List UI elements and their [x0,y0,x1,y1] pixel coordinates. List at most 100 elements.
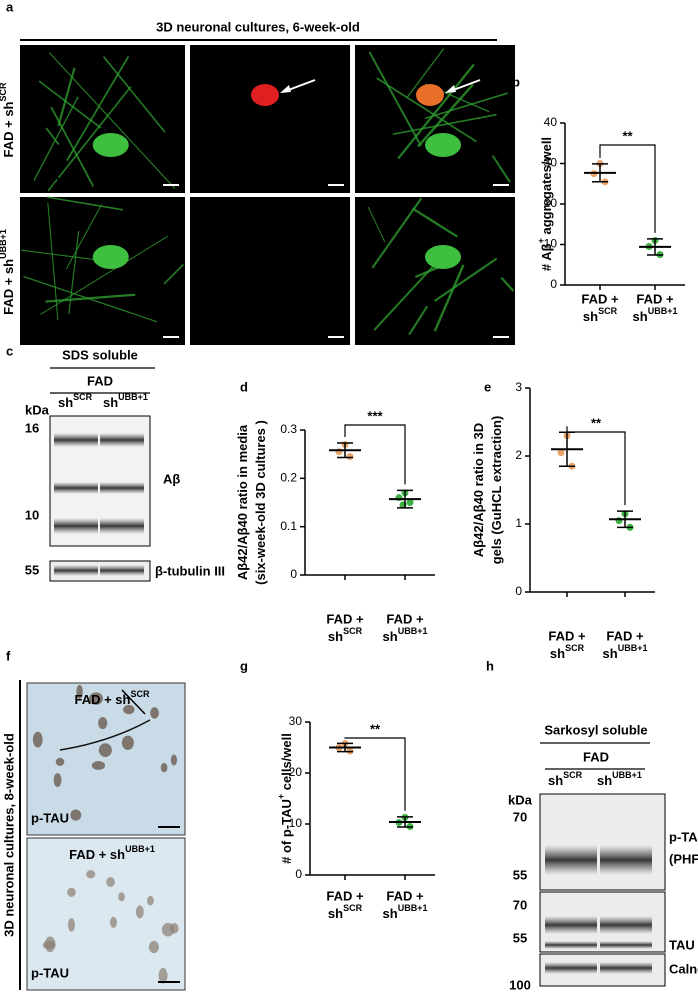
neurite [65,204,102,270]
label-main: sh [328,629,343,644]
cell [118,892,125,902]
soma [425,245,461,269]
micrograph [20,45,185,193]
category-label: shUBB+1 [383,626,428,644]
arrow-head [445,85,456,93]
significance-bracket [344,424,406,485]
label-sup: SCR [563,770,583,780]
label-part: aggregates/well [539,137,554,238]
cell [106,877,115,887]
y-tick-label: 20 [544,196,558,210]
neurite [376,77,477,143]
panel-letter: a [6,0,14,14]
category-label: FAD + [326,888,364,903]
label-part: Aβ42/Aβ40 ratio in media [235,424,250,580]
axis-label: # Aβ+ aggregates/well [536,137,554,271]
band-label: p-TAU [669,829,698,844]
data-point [557,449,565,457]
cell [169,922,179,934]
significance: ** [370,721,381,736]
label-main: FAD + sh [69,847,125,862]
marker: 55 [25,562,39,577]
micrograph [355,197,515,345]
error-bar [592,163,608,183]
y-tick-label: 0 [290,567,297,581]
band [545,962,597,974]
marker: 16 [25,420,39,435]
category-label: FAD + [326,611,364,626]
band [545,941,597,949]
error-bar [337,442,353,459]
category-label: shUBB+1 [633,306,678,324]
significance: ** [591,415,602,430]
marker: 70 [513,897,527,912]
cell [170,754,178,766]
cell [89,692,103,705]
axis-label: # of p-TAU+ cells/well [276,733,294,864]
cell [53,773,62,788]
label-sup: UBB+1 [398,903,428,913]
cell [32,731,43,748]
band [100,565,144,576]
axis-label: gels (GuHCL extraction) [489,416,504,565]
arrow-head [280,85,291,93]
group-label: FAD [583,749,609,764]
neurite [424,92,509,120]
label-part: + [536,238,546,243]
cell [123,704,135,715]
cell [158,967,168,984]
neurite [48,52,176,189]
label-main: FAD + sh [74,692,130,707]
panel-title: Sarkosyl soluble [544,722,647,737]
label-sup: SCR [343,626,363,636]
marker: 10 [25,507,39,522]
y-tick-label: 40 [544,115,558,129]
label-main: sh [383,906,398,921]
y-tick-label: 20 [289,765,303,779]
label-sup: UBB+1 [648,306,678,316]
neurite [373,258,441,331]
y-tick-label: 0 [550,277,557,291]
neurite [491,155,511,183]
neurite [32,96,79,183]
band-label: TAU [669,937,695,952]
y-tick-label: 1 [515,516,522,530]
band [54,482,98,494]
cell [76,684,83,699]
data-point [406,499,414,506]
neurite [392,113,497,136]
panel-letter: g [240,658,248,673]
band [600,845,652,875]
label-sup: SCR [73,392,93,402]
cell [150,707,159,719]
label-part: + [276,794,286,799]
arrow [121,689,146,715]
label-part: # of p-TAU [279,799,294,864]
band [100,518,144,534]
cell [98,743,112,758]
label-sup: UBB+1 [398,626,428,636]
label-part: Aβ42/Aβ40 ratio in 3D [471,423,486,557]
error-bar [397,816,413,828]
label-main: sh [633,309,648,324]
category-label: shSCR [328,626,363,644]
panel-letter: h [486,658,494,673]
band [100,433,144,447]
micrograph [190,197,350,345]
band-label: β-tubulin III [155,563,225,578]
cell [148,940,160,954]
y-tick-label: 0 [295,867,302,881]
significance: ** [622,128,633,143]
axis-label: (six-week-old 3D cultures ) [253,420,268,585]
label-main: sh [583,309,598,324]
category-label: shSCR [328,903,363,921]
error-bar [647,238,663,256]
category-label: shUBB+1 [603,643,648,661]
category-label: FAD + [581,291,619,306]
band [600,941,652,949]
band [54,518,98,534]
band-label: (PHF-1) [669,851,698,866]
y-tick-label: 0 [515,584,522,598]
data-point [346,453,354,461]
label-main: sh [548,773,563,788]
